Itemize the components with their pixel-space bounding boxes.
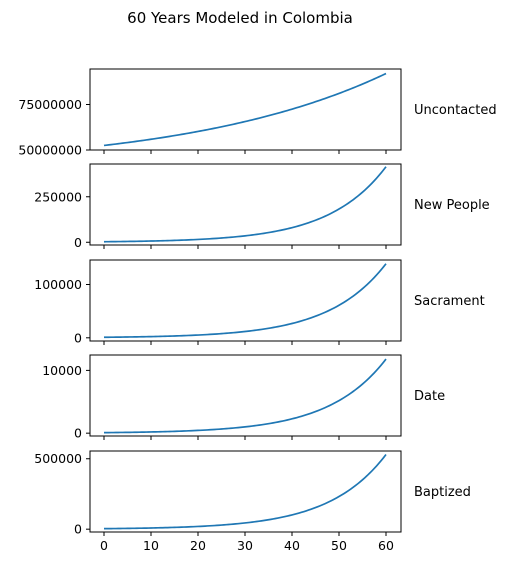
panel-baptized: 0 500000 0 10 20 30 40 50 60 Baptized (34, 450, 471, 553)
axes-frame (89, 259, 402, 342)
axes-frame (89, 68, 402, 151)
y-tick-label: 250000 (34, 189, 82, 204)
y-tick-label: 75000000 (18, 97, 82, 112)
y-tick-label: 500000 (34, 451, 82, 466)
panel-label: Baptized (414, 485, 471, 500)
x-tick-label: 60 (378, 538, 394, 553)
panel-label: Sacrament (414, 294, 485, 309)
y-tick-label: 0 (74, 235, 82, 250)
y-tick-label: 0 (74, 522, 82, 537)
panel-new-people: 0 250000 New People (34, 163, 490, 250)
panel-uncontacted: 50000000 75000000 Uncontacted (18, 68, 497, 158)
x-tick-label: 40 (284, 538, 300, 553)
y-tick-label: 10000 (42, 363, 82, 378)
panel-label: New People (414, 198, 490, 213)
x-tick-label: 50 (331, 538, 347, 553)
panel-sacrament: 0 100000 Sacrament (34, 259, 485, 345)
series-line-new-people (103, 166, 387, 243)
y-tick-label: 0 (74, 426, 82, 441)
y-tick-label: 50000000 (18, 143, 82, 158)
panel-date: 0 10000 Date (42, 354, 445, 441)
axes-frame (89, 354, 402, 437)
chart-title: 60 Years Modeled in Colombia (127, 9, 353, 27)
x-tick-label: 20 (190, 538, 206, 553)
series-line-sacrament (103, 263, 387, 339)
series-line-baptized (103, 453, 387, 530)
axes-frame (89, 163, 402, 246)
panel-label: Date (414, 389, 445, 404)
y-tick-label: 0 (74, 330, 82, 345)
panel-label: Uncontacted (414, 103, 497, 118)
series-line-uncontacted (103, 72, 387, 147)
x-tick-label: 30 (237, 538, 253, 553)
x-tick-label: 10 (143, 538, 159, 553)
axes-frame (89, 450, 402, 533)
series-line-date (103, 358, 387, 434)
x-tick-label: 0 (100, 538, 108, 553)
y-tick-label: 100000 (34, 277, 82, 292)
